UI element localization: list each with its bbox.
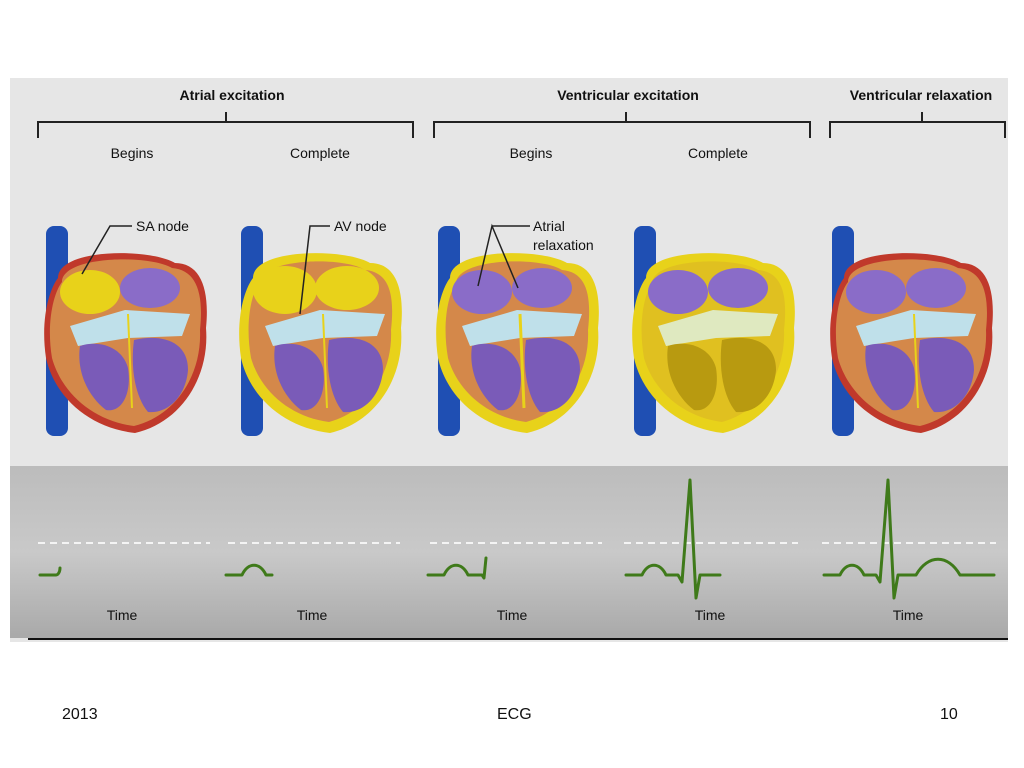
av-node-leader bbox=[299, 225, 330, 315]
ecg-strip bbox=[10, 466, 1008, 638]
ecg-trace-3 bbox=[426, 556, 488, 580]
heart-illustration-4 bbox=[632, 226, 795, 436]
group-title-atrial-excitation: Atrial excitation bbox=[179, 87, 284, 103]
ecg-trace-4 bbox=[624, 478, 722, 600]
group-title-ventricular-relaxation: Ventricular relaxation bbox=[850, 87, 992, 103]
cardiac-cycle-figure: Atrial excitation Ventricular excitation… bbox=[10, 78, 1008, 642]
footer-page-number: 10 bbox=[940, 706, 958, 723]
phase-label-3: Begins bbox=[510, 145, 553, 161]
ecg-traces bbox=[38, 478, 996, 600]
heart-illustration-2 bbox=[239, 226, 402, 436]
heart-illustration-5 bbox=[830, 226, 993, 436]
ecg-trace-1 bbox=[38, 566, 62, 577]
bracket-ventricular-relaxation bbox=[829, 112, 1006, 138]
atrial-relaxation-label-line2: relaxation bbox=[533, 237, 594, 253]
phase-label-1: Begins bbox=[111, 145, 154, 161]
atrial-relaxation-label-line1: Atrial bbox=[533, 218, 565, 234]
time-label-3: Time bbox=[497, 607, 528, 623]
time-label-5: Time bbox=[893, 607, 924, 623]
heart-illustration-3 bbox=[436, 226, 599, 436]
heart-illustration-1 bbox=[44, 226, 207, 436]
sa-node-leader bbox=[81, 225, 132, 275]
figure-canvas: Atrial excitation Ventricular excitation… bbox=[10, 87, 1008, 640]
phase-label-4: Complete bbox=[688, 145, 748, 161]
atrial-relaxation-leader bbox=[477, 223, 530, 289]
av-node-label: AV node bbox=[334, 218, 387, 234]
phase-label-2: Complete bbox=[290, 145, 350, 161]
time-label-2: Time bbox=[297, 607, 328, 623]
bracket-ventricular-excitation bbox=[433, 112, 811, 138]
footer-year: 2013 bbox=[62, 706, 98, 723]
ecg-trace-5 bbox=[822, 478, 996, 600]
bracket-atrial-excitation bbox=[37, 112, 414, 138]
time-label-1: Time bbox=[107, 607, 138, 623]
footer-title: ECG bbox=[497, 706, 532, 723]
time-label-4: Time bbox=[695, 607, 726, 623]
ecg-trace-2 bbox=[224, 563, 274, 577]
sa-node-label: SA node bbox=[136, 218, 189, 234]
group-title-ventricular-excitation: Ventricular excitation bbox=[557, 87, 699, 103]
